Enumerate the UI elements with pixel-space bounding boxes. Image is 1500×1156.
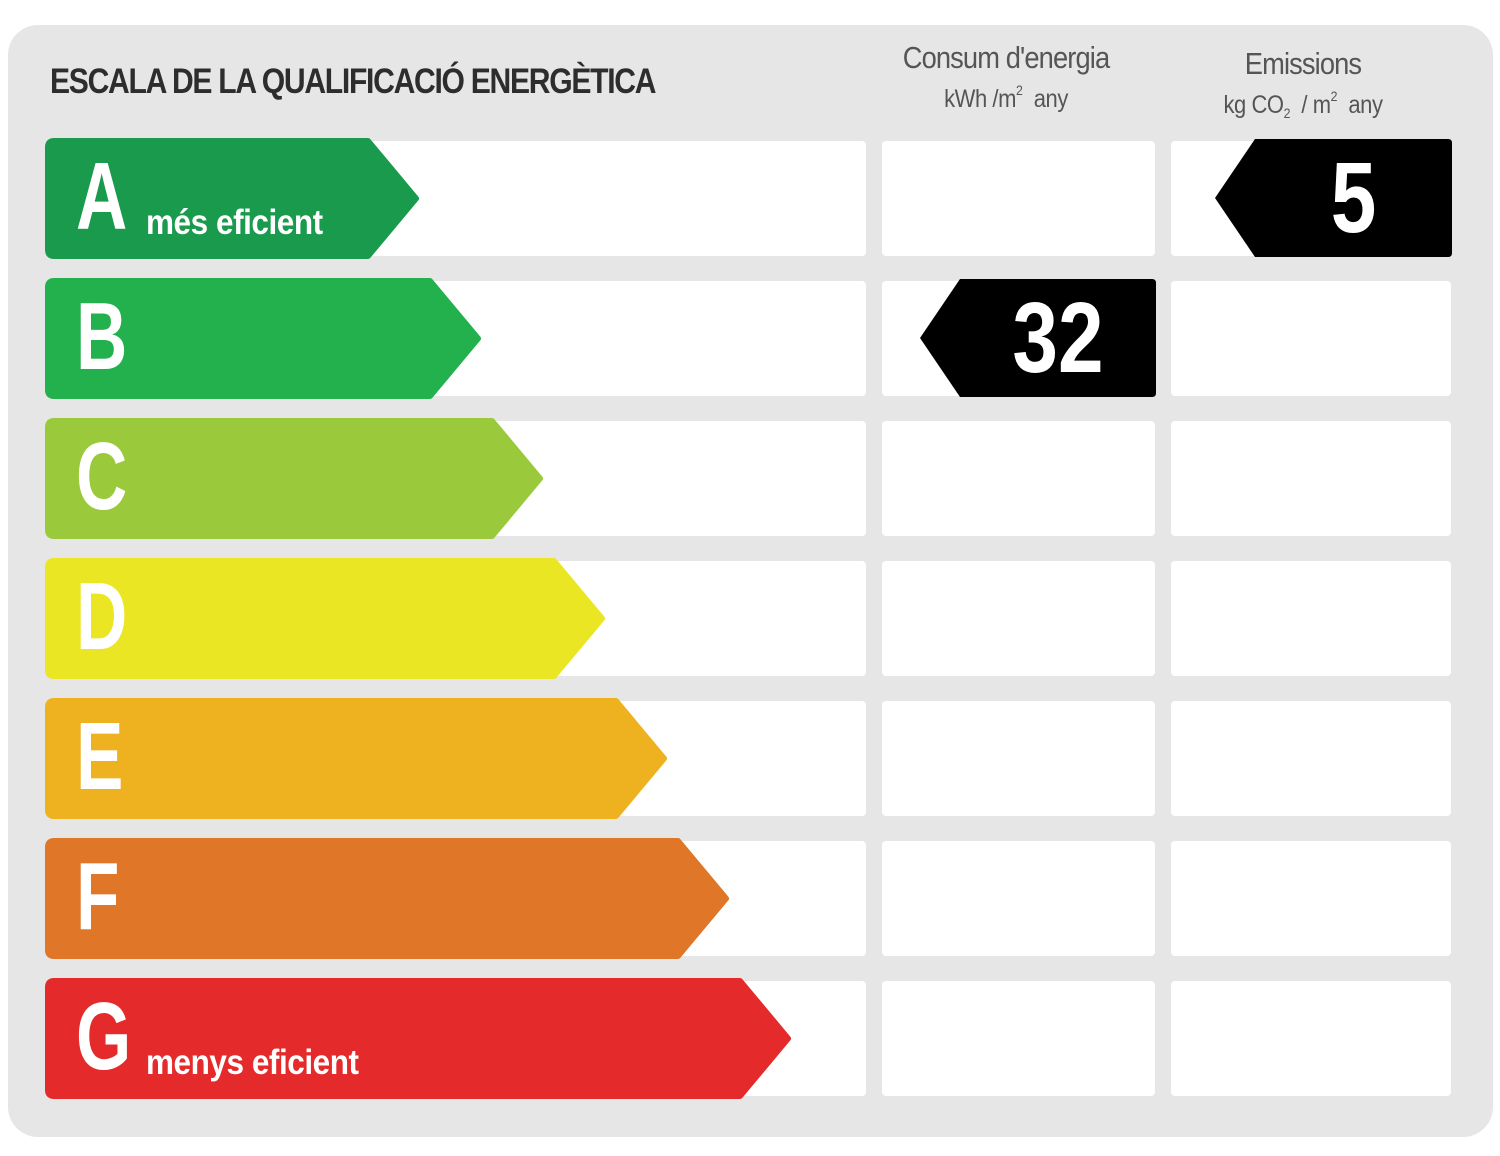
grade-arrow-shape-c xyxy=(45,418,543,539)
grade-arrow-shape-g xyxy=(45,978,791,1099)
emissions-cell-g xyxy=(1171,981,1451,1096)
grade-caption-g: menys eficient xyxy=(146,1043,359,1082)
energy-column-label: Consum d'energia xyxy=(902,40,1110,75)
grade-letter-f: F xyxy=(76,843,120,950)
grade-letter-c: C xyxy=(76,423,128,530)
grade-arrow-c: C xyxy=(45,418,543,539)
energy-column-header: Consum d'energia kWh /m2 any xyxy=(878,40,1134,114)
energy-cell-d xyxy=(882,561,1155,676)
grade-arrow-shape-f xyxy=(45,838,729,959)
grade-caption-a: més eficient xyxy=(146,203,323,242)
emissions-cell-c xyxy=(1171,421,1451,536)
grade-letter-g: G xyxy=(76,983,132,1090)
energy-cell-c xyxy=(882,421,1155,536)
emissions-cell-e xyxy=(1171,701,1451,816)
grade-arrow-f: F xyxy=(45,838,729,959)
grade-arrow-shape-d xyxy=(45,558,605,679)
grade-letter-d: D xyxy=(76,563,128,670)
chart-title: ESCALA DE LA QUALIFICACIÓ ENERGÈTICA xyxy=(50,62,656,101)
energy-column-unit: kWh /m2 any xyxy=(944,82,1068,113)
energy-cell-f xyxy=(882,841,1155,956)
emissions-column-unit: kg CO2 / m2 any xyxy=(1223,88,1383,121)
emissions-cell-b xyxy=(1171,281,1451,396)
energy-rating-value: 32 xyxy=(1012,282,1104,394)
energy-cell-g xyxy=(882,981,1155,1096)
grade-arrow-shape-e xyxy=(45,698,667,819)
grade-letter-e: E xyxy=(76,703,124,810)
grade-letter-b: B xyxy=(76,283,128,390)
energy-cell-e xyxy=(882,701,1155,816)
grade-arrow-shape-a xyxy=(45,138,419,259)
emissions-cell-d xyxy=(1171,561,1451,676)
emissions-rating-marker: 5 xyxy=(1215,139,1452,257)
emissions-column-header: Emissions kg CO2 / m2 any xyxy=(1172,46,1434,121)
emissions-rating-value: 5 xyxy=(1330,142,1377,254)
grade-arrow-shape-b xyxy=(45,278,481,399)
grade-letter-a: A xyxy=(76,143,128,250)
energy-rating-marker: 32 xyxy=(920,279,1156,397)
emissions-rating-marker-shape xyxy=(1215,139,1452,257)
emissions-column-label: Emissions xyxy=(1244,46,1362,81)
energy-cell-a xyxy=(882,141,1155,256)
energy-rating-marker-shape xyxy=(920,279,1156,397)
grade-arrow-b: B xyxy=(45,278,481,399)
grade-arrow-e: E xyxy=(45,698,667,819)
grade-arrow-d: D xyxy=(45,558,605,679)
emissions-cell-f xyxy=(1171,841,1451,956)
